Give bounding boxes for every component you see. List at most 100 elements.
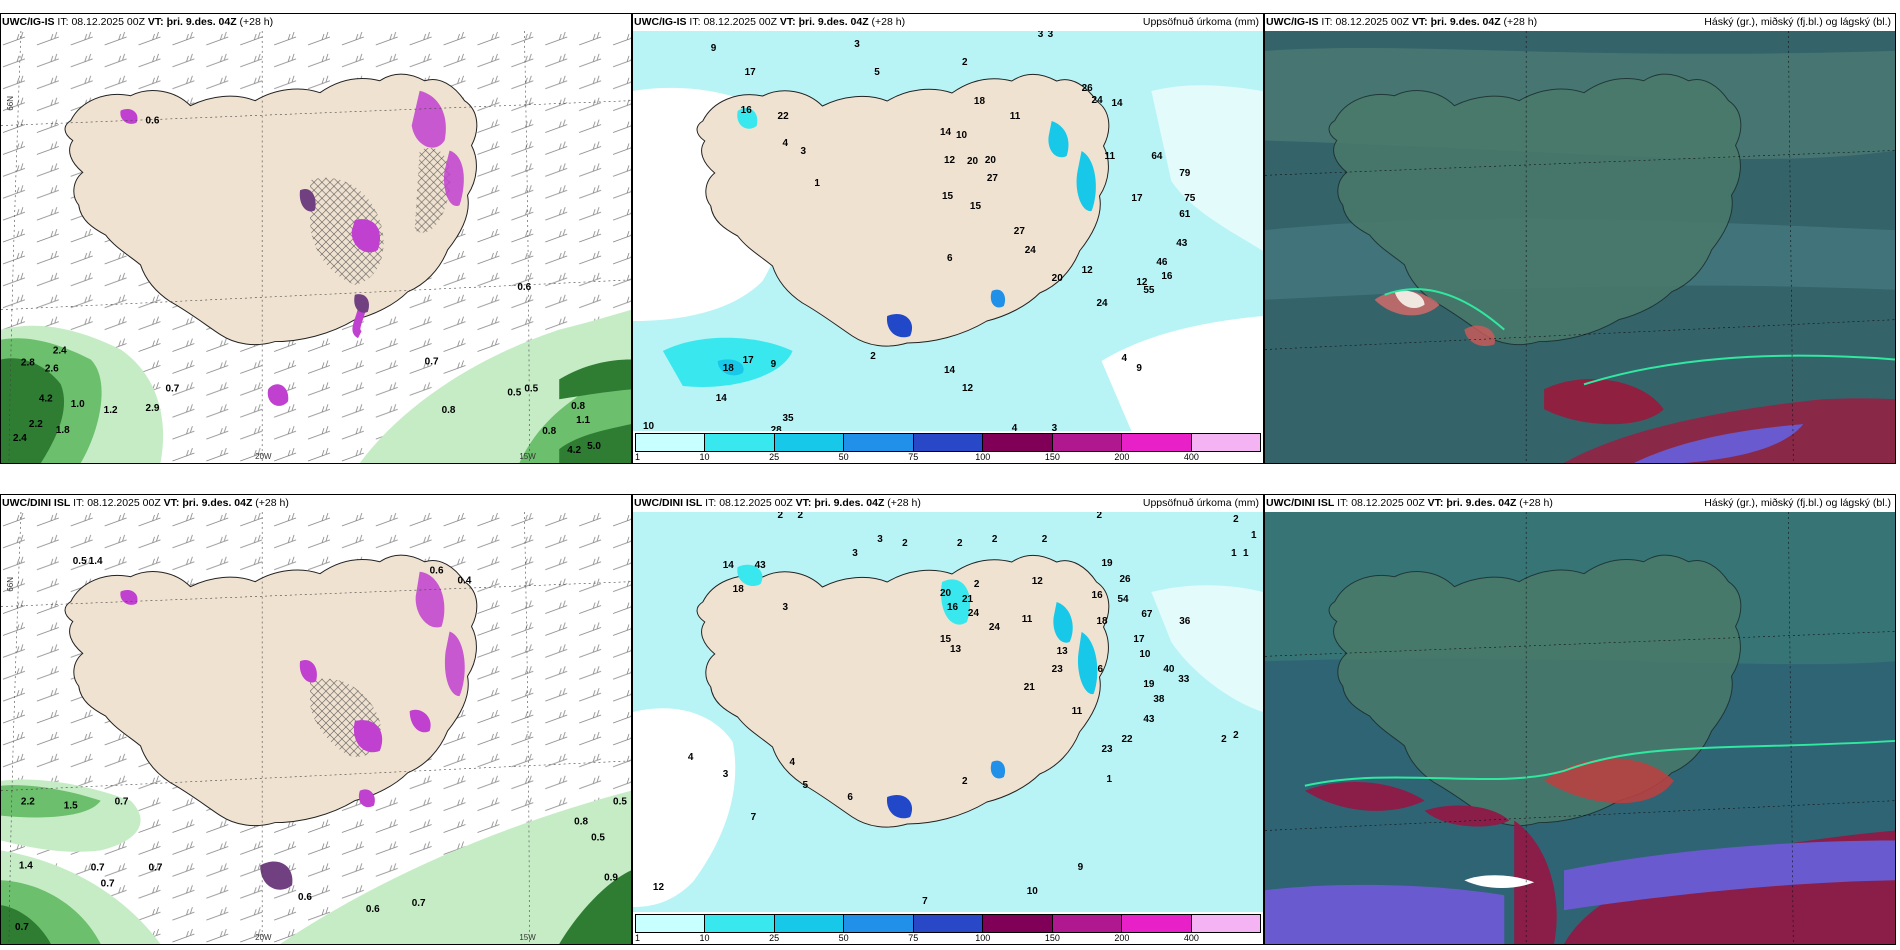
colorbar-tick: 25	[769, 933, 780, 943]
map-value: 3	[723, 769, 729, 780]
lat-label: 66N	[6, 577, 15, 592]
map-value: 17	[745, 67, 757, 78]
map-area[interactable]: 66N 20W 15W 0.6 2.8 2.4 2.6 4.2 1.0 1.2 …	[1, 31, 631, 463]
map-value: 43	[755, 560, 767, 571]
panel-variable: Háský (gr.), miðský (fj.bl.) og lágský (…	[1704, 497, 1891, 509]
map-value: 24	[1092, 95, 1104, 106]
map-value: 23	[1052, 664, 1064, 675]
wind-values: 0.6 2.8 2.4 2.6 4.2 1.0 1.2 2.9 2.2 2.4 …	[13, 116, 601, 456]
map-value: 0.7	[101, 878, 115, 889]
map-value: 10	[1027, 886, 1039, 897]
map-value: 3	[800, 146, 806, 157]
map-value: 19	[1102, 558, 1114, 569]
map-value: 1.5	[64, 801, 78, 812]
panel-title: UWC/DINI ISL IT: 08.12.2025 00Z VT: þri.…	[634, 497, 921, 509]
colorbar-swatch	[1122, 434, 1192, 451]
map-value: 12	[653, 882, 665, 893]
map-value: 2.2	[29, 419, 43, 430]
map-value: 0.8	[442, 405, 456, 416]
map-value: 12	[944, 155, 956, 166]
map-value: 1.4	[19, 860, 33, 871]
map-value: 16	[1161, 271, 1173, 282]
precip-values: 9 3 5 2 3 3 17 16 22 4 3 1 14 18 10 26 2…	[643, 31, 1196, 431]
map-value: 0.4	[458, 576, 472, 587]
map-value: 17	[1133, 634, 1145, 645]
panel-variable: Háský (gr.), miðský (fj.bl.) og lágský (…	[1704, 16, 1891, 28]
panel-title: UWC/IG-IS IT: 08.12.2025 00Z VT: þri. 9.…	[2, 16, 274, 28]
map-value: 6	[947, 253, 953, 264]
precip-colorbar: 1 10 25 50 75 100 150 200 400	[635, 914, 1261, 943]
map-value: 0.7	[412, 898, 426, 909]
colorbar-tick: 25	[769, 452, 780, 462]
map-value: 24	[1025, 245, 1037, 256]
panel-title: UWC/DINI ISL IT: 08.12.2025 00Z VT: þri.…	[2, 497, 289, 509]
map-value: 16	[1092, 590, 1104, 601]
map-value: 2	[902, 538, 908, 549]
map-value: 5.0	[587, 441, 601, 452]
map-value: 6	[847, 792, 853, 803]
map-value: 36	[1179, 616, 1191, 627]
map-value: 26	[1082, 83, 1094, 94]
map-value: 15	[940, 634, 952, 645]
map-value: 1.2	[104, 405, 118, 416]
map-value: 2	[1097, 512, 1103, 521]
map-value: 4	[1121, 353, 1127, 364]
map-value: 4	[688, 752, 694, 763]
lon-label-20w: 20W	[255, 933, 272, 942]
colorbar-swatch	[774, 434, 845, 451]
map-value: 11	[1072, 706, 1083, 717]
map-value: 3	[854, 39, 860, 50]
panel-precip-ig: UWC/IG-IS IT: 08.12.2025 00Z VT: þri. 9.…	[632, 13, 1264, 464]
map-value: 43	[1176, 238, 1188, 249]
map-value: 18	[1097, 616, 1109, 627]
map-value: 1.4	[89, 556, 103, 567]
map-value: 79	[1179, 168, 1191, 179]
map-value: 19	[1143, 679, 1155, 690]
map-value: 1	[1106, 774, 1112, 785]
colorbar-swatch	[774, 915, 845, 932]
map-area[interactable]: 66N 20W 15W 0.5 1.4 0.4 0.6 2.2 1.5 0.7 …	[1, 512, 631, 944]
map-value: 13	[950, 644, 962, 655]
map-value: 14	[723, 560, 735, 571]
map-value: 0.8	[571, 401, 585, 412]
colorbar-tick: 10	[699, 452, 710, 462]
map-value: 9	[1078, 862, 1084, 873]
map-value: 17	[1131, 193, 1143, 204]
map-value: 12	[1032, 576, 1044, 587]
colorbar-tick: 50	[838, 933, 849, 943]
precip-colorbar: 1 10 25 50 75 100 150 200 400	[635, 433, 1261, 462]
map-value: 12	[1136, 277, 1148, 288]
map-value: 2	[1042, 534, 1048, 545]
map-value: 0.5	[507, 387, 521, 398]
map-value: 18	[733, 584, 745, 595]
map-value: 24	[989, 622, 1001, 633]
colorbar-tick: 150	[1044, 452, 1060, 462]
map-area[interactable]	[1265, 31, 1895, 463]
map-value: 0.7	[425, 356, 439, 367]
map-area[interactable]: 9 3 5 2 3 3 17 16 22 4 3 1 14 18 10 26 2…	[633, 31, 1263, 431]
map-value: 28	[771, 425, 783, 431]
map-area[interactable]	[1265, 512, 1895, 944]
map-value: 55	[1143, 285, 1155, 296]
map-value: 20	[1052, 273, 1064, 284]
colorbar-tick: 150	[1044, 933, 1060, 943]
map-value: 2	[962, 776, 968, 787]
map-value: 15	[970, 201, 982, 212]
map-value: 0.6	[430, 566, 444, 577]
colorbar-tick: 200	[1114, 452, 1130, 462]
map-value: 2	[1221, 734, 1227, 745]
map-value: 2.8	[21, 357, 35, 368]
map-value: 3	[852, 548, 858, 559]
map-value: 13	[1057, 646, 1069, 657]
map-value: 24	[1097, 298, 1109, 309]
map-value: 20	[940, 588, 952, 599]
map-value: 22	[1121, 734, 1133, 745]
map-value: 2	[962, 57, 968, 68]
map-value: 67	[1141, 609, 1153, 620]
map-area[interactable]: 2 2 3 3 2 2 2 2 2 14 43 18 3 2 20 21 24 …	[633, 512, 1263, 912]
map-value: 64	[1151, 151, 1163, 162]
map-value: 40	[1163, 664, 1175, 675]
map-value: 4	[783, 138, 789, 149]
colorbar-tick: 400	[1183, 933, 1199, 943]
panel-clouds-ig: UWC/IG-IS IT: 08.12.2025 00Z VT: þri. 9.…	[1264, 13, 1896, 464]
